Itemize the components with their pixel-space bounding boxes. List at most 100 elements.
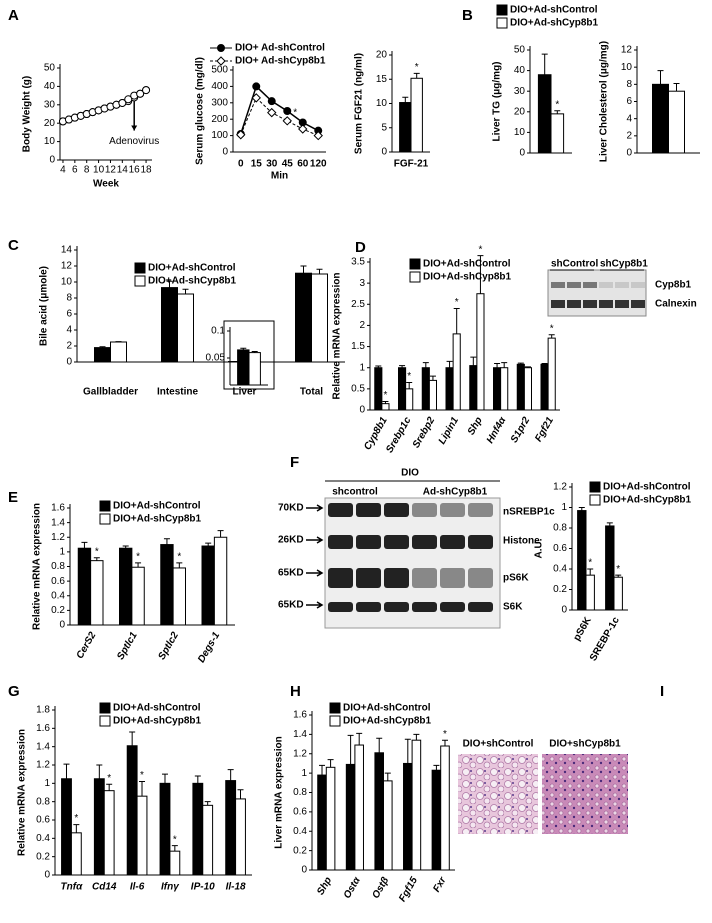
y-tick-label: 1.8 xyxy=(36,705,50,716)
x-tick-label: 45 xyxy=(282,159,294,170)
band xyxy=(412,535,437,549)
bar xyxy=(169,850,181,876)
y-tick-label: 0.6 xyxy=(293,807,307,818)
bar xyxy=(452,333,461,411)
error-bar xyxy=(554,110,561,114)
x-tick-label: Ostα xyxy=(342,875,363,901)
x-tick-label: Il-18 xyxy=(226,882,246,893)
legend-label: DIO+Ad-shCyp8b1 xyxy=(603,495,692,506)
y-tick-label: 2.5 xyxy=(351,299,365,310)
x-tick-label: Tnfα xyxy=(61,882,84,893)
x-tick-label: 10 xyxy=(93,165,105,176)
bar xyxy=(131,566,145,626)
point xyxy=(236,130,246,140)
x-tick-label: 16 xyxy=(129,165,141,176)
y-tick-label: 0 xyxy=(59,620,65,631)
x-tick-label: Cd14 xyxy=(92,882,117,893)
error-bar xyxy=(63,763,70,779)
histology-label: DIO+shCyp8b1 xyxy=(549,739,621,750)
y-tick-label: 400 xyxy=(211,81,228,92)
bar xyxy=(237,349,250,386)
bar xyxy=(516,363,525,411)
y-tick-label: 0 xyxy=(359,405,365,416)
y-tick-label: 0.6 xyxy=(553,543,567,554)
error-bar xyxy=(382,401,389,404)
point xyxy=(251,93,261,103)
y-tick-label: 20 xyxy=(376,50,388,61)
bar xyxy=(311,273,328,363)
error-bar xyxy=(578,507,585,511)
y-tick-label: 1 xyxy=(59,547,65,558)
y-tick-label: 30 xyxy=(44,99,56,110)
y-tick-label: 1.6 xyxy=(293,710,307,721)
error-bar xyxy=(176,562,183,568)
error-bar xyxy=(433,764,440,771)
x-tick-label: Il-6 xyxy=(130,882,145,893)
x-tick-label: Shp xyxy=(315,875,334,897)
y-axis-label: Liver TG (μg/mg) xyxy=(492,61,503,141)
error-bar xyxy=(166,280,173,288)
legend-label: DIO+Ad-shCyp8b1 xyxy=(148,276,237,287)
y-tick-label: 50 xyxy=(514,45,526,56)
significance: * xyxy=(136,551,140,562)
size-arrow xyxy=(306,569,324,577)
error-bar xyxy=(376,737,383,753)
legend-label: DIO+ Ad-shControl xyxy=(235,43,325,54)
blot-band-label: Calnexin xyxy=(655,299,697,310)
y-tick-label: 100 xyxy=(211,130,228,141)
blot-lane-label: Ad-shCyp8b1 xyxy=(423,487,488,498)
y-tick-label: 1 xyxy=(359,362,365,373)
y-tick-label: 5 xyxy=(381,122,387,133)
histology-image xyxy=(458,754,538,834)
y-tick-label: 40 xyxy=(514,65,526,76)
y-axis-label: Relative mRNA expression xyxy=(32,503,43,630)
band xyxy=(328,602,353,612)
error-bar xyxy=(441,739,448,746)
error-bar xyxy=(300,265,307,274)
bar xyxy=(248,352,261,386)
significance: * xyxy=(177,551,181,562)
band xyxy=(412,568,437,588)
x-tick-label: 18 xyxy=(141,165,153,176)
error-bar xyxy=(375,365,382,368)
point xyxy=(282,116,292,126)
y-tick-label: 0 xyxy=(301,865,307,876)
blot-size-label: 70KD xyxy=(278,503,304,514)
legend-label: DIO+Ad-shControl xyxy=(148,263,236,274)
x-tick-label: Lipin1 xyxy=(437,415,461,446)
significance: * xyxy=(616,564,620,575)
significance: * xyxy=(293,107,297,118)
error-bar xyxy=(106,783,113,791)
band xyxy=(551,300,565,308)
bar xyxy=(172,567,186,626)
y-tick-label: 2 xyxy=(359,320,365,331)
bar xyxy=(428,379,437,411)
band xyxy=(599,282,613,288)
error-bar xyxy=(517,362,524,365)
x-tick-label: 120 xyxy=(310,159,327,170)
bar xyxy=(605,525,615,611)
y-tick-label: 1.6 xyxy=(36,723,50,734)
y-tick-label: 12 xyxy=(621,45,633,56)
y-tick-label: 1.4 xyxy=(293,729,307,740)
error-bar xyxy=(204,801,211,806)
y-tick-label: 0.4 xyxy=(553,564,567,575)
y-tick-label: 0.2 xyxy=(51,605,65,616)
legend-swatch xyxy=(329,715,341,727)
error-bar xyxy=(240,347,247,350)
y-tick-label: 8 xyxy=(626,79,632,90)
bar xyxy=(235,798,246,876)
bar xyxy=(398,367,407,411)
legend-swatch xyxy=(99,513,111,525)
bar xyxy=(613,576,623,611)
point xyxy=(252,82,261,91)
bar xyxy=(550,113,565,154)
x-tick-label: Degs-1 xyxy=(196,630,222,665)
band xyxy=(440,535,465,549)
y-tick-label: 1.5 xyxy=(351,341,365,352)
bar xyxy=(440,745,450,871)
significance: * xyxy=(443,729,447,740)
band xyxy=(328,535,353,549)
bar xyxy=(445,367,454,411)
